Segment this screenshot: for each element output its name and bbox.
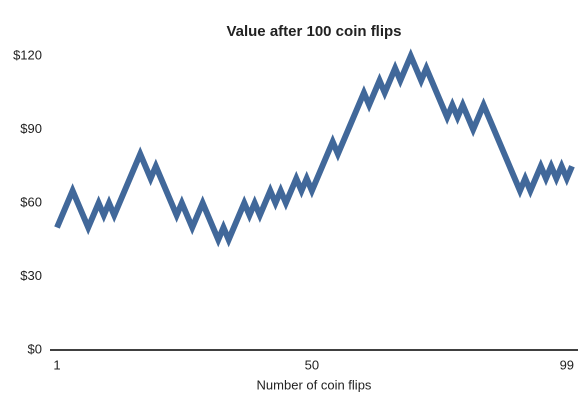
- line-series: [54, 48, 575, 248]
- x-tick-label: 50: [305, 357, 319, 372]
- y-tick-label: $90: [20, 121, 42, 136]
- chart-title: Value after 100 coin flips: [226, 23, 401, 40]
- y-tick-label: $0: [28, 341, 42, 356]
- x-axis-label: Number of coin flips: [257, 377, 372, 392]
- x-tick-label: 99: [560, 357, 574, 372]
- x-tick-label: 1: [53, 357, 60, 372]
- y-tick-label: $120: [13, 47, 42, 62]
- y-tick-label: $60: [20, 194, 42, 209]
- y-tick-label: $30: [20, 268, 42, 283]
